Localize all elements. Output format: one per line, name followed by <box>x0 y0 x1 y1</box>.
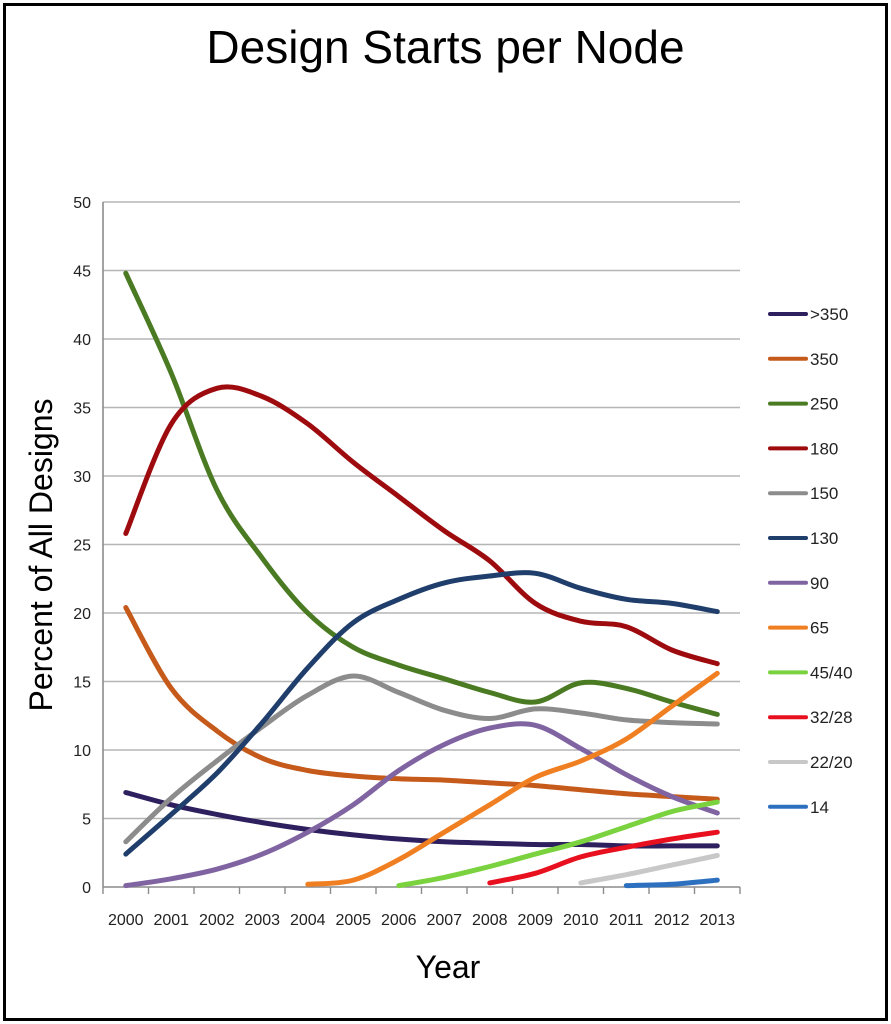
series-line-14 <box>623 877 720 889</box>
legend-label-250: 250 <box>810 395 838 414</box>
legend-label-180: 180 <box>810 439 838 458</box>
series-line-180 <box>123 384 720 667</box>
x-axis-label: Year <box>416 949 481 985</box>
y-tick-label: 25 <box>73 538 91 555</box>
y-tick-label: 45 <box>73 264 91 281</box>
chart-frame <box>3 3 888 1021</box>
y-tick-label: 40 <box>73 332 91 349</box>
series-line-45-40 <box>396 799 720 889</box>
y-tick-label: 5 <box>82 812 91 829</box>
x-tick-label: 2006 <box>381 912 417 929</box>
x-tick-label: 2002 <box>199 912 235 929</box>
series-lines <box>123 270 720 889</box>
legend-label-90: 90 <box>810 574 829 593</box>
legend-label-gt350: >350 <box>810 305 848 324</box>
legend-label-350: 350 <box>810 350 838 369</box>
y-tick-label: 20 <box>73 606 91 623</box>
legend-label-130: 130 <box>810 529 838 548</box>
y-tick-label: 50 <box>73 195 91 212</box>
legend-label-32-28: 32/28 <box>810 708 853 727</box>
x-tick-label: 2011 <box>609 912 644 929</box>
axes: 0 5 10 15 20 25 30 35 40 45 50 2000 2001 2002 2003 2004… <box>73 195 741 929</box>
x-tick-label: 2004 <box>290 912 326 929</box>
y-tick-label: 15 <box>73 675 91 692</box>
series-line-32-28 <box>487 829 720 886</box>
series-line-90 <box>123 721 720 889</box>
y-tick-label: 35 <box>73 401 91 418</box>
x-tick-label: 2007 <box>426 912 462 929</box>
x-tick-label: 2005 <box>335 912 371 929</box>
series-line-150 <box>123 673 720 845</box>
x-tick-label: 2003 <box>244 912 280 929</box>
x-tick-label: 2008 <box>472 912 508 929</box>
series-line-130 <box>123 570 720 857</box>
legend-label-45-40: 45/40 <box>810 663 853 682</box>
legend-label-22-20: 22/20 <box>810 753 853 772</box>
series-line-250 <box>123 270 720 717</box>
series-line-65 <box>305 670 720 887</box>
chart-title: Design Starts per Node <box>206 21 685 73</box>
y-tick-label: 10 <box>73 743 91 760</box>
x-tick-label: 2010 <box>563 912 599 929</box>
legend-label-65: 65 <box>810 619 829 638</box>
y-tick-label: 30 <box>73 469 91 486</box>
y-axis-label: Percent of All Designs <box>23 398 59 711</box>
legend: >350 350 250 180 150 130 90 65 45/40 32/28 22/20 14 <box>768 305 853 817</box>
x-tick-label: 2001 <box>153 912 189 929</box>
x-tick-label: 2000 <box>108 912 144 929</box>
x-tick-label: 2012 <box>654 912 690 929</box>
series-line-350 <box>123 605 720 802</box>
x-tick-label: 2009 <box>517 912 553 929</box>
x-tick-label: 2013 <box>699 912 735 929</box>
y-tick-label: 0 <box>82 880 91 897</box>
series-line-22-20 <box>578 853 720 886</box>
legend-label-14: 14 <box>810 798 829 817</box>
legend-label-150: 150 <box>810 484 838 503</box>
